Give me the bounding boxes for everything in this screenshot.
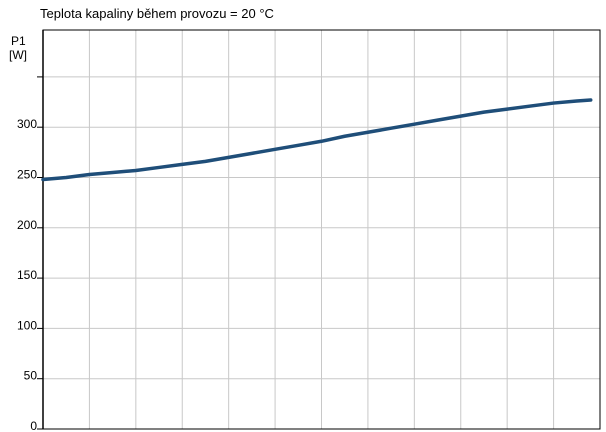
y-tick-label: 100 — [17, 318, 37, 332]
grid — [43, 30, 600, 429]
y-tick-label: 300 — [17, 117, 37, 131]
y-axis-label-line2: [W] — [9, 48, 27, 62]
chart-title: Teplota kapaliny během provozu = 20 °C — [40, 6, 274, 21]
series-layer — [41, 98, 593, 182]
y-ticks: 0 50 100 150 200 250 300 — [17, 76, 43, 432]
axes — [42, 29, 601, 430]
y-tick-label: 0 — [30, 419, 37, 432]
y-tick-label: 200 — [17, 218, 37, 232]
y-axis-label-line1: P1 — [11, 34, 26, 48]
y-tick-label: 250 — [17, 168, 37, 182]
y-tick-label: 50 — [24, 369, 38, 383]
series-line — [41, 98, 593, 182]
y-tick-label: 150 — [17, 268, 37, 282]
